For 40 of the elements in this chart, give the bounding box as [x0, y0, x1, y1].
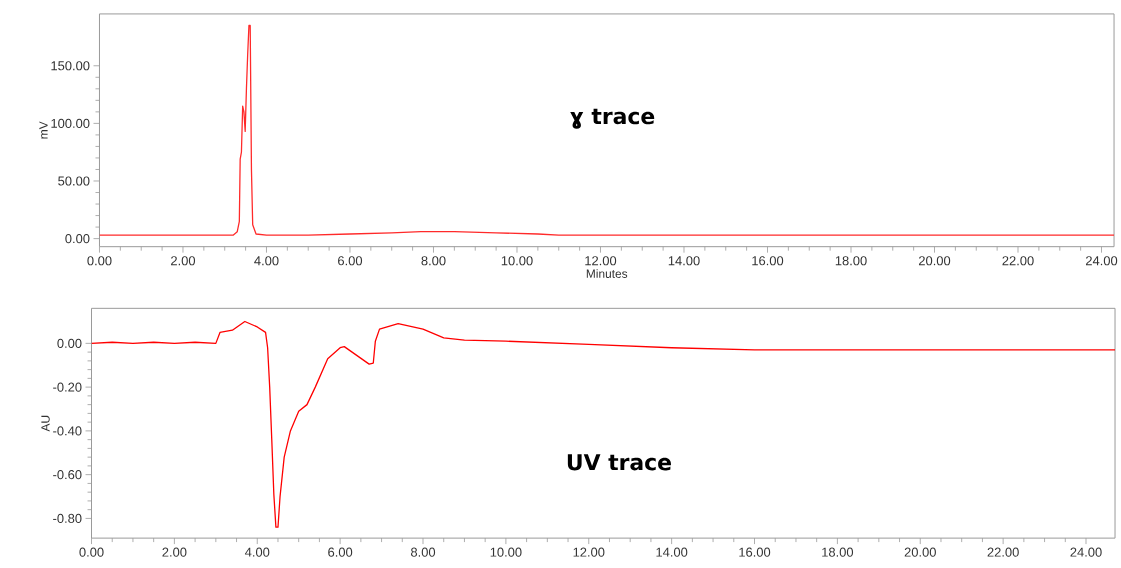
- x-tick-label: 10.00: [501, 256, 533, 266]
- annotation: ɣ trace: [570, 108, 655, 129]
- x-tick-label: 0.00: [79, 547, 104, 557]
- x-tick-label: 18.00: [835, 256, 867, 266]
- x-tick-label: 12.00: [573, 547, 605, 557]
- x-tick-label: 12.00: [585, 256, 617, 266]
- x-tick-label: 14.00: [668, 256, 700, 266]
- y-tick-label: 50.00: [58, 176, 90, 186]
- y-tick-label: -0.80: [53, 513, 82, 524]
- y-tick-label: 0.00: [57, 338, 82, 348]
- y-tick-label: 150.00: [51, 61, 90, 71]
- x-tick-label: 8.00: [421, 256, 446, 266]
- y-tick-label: 0.00: [65, 234, 90, 244]
- y-tick-label: -0.60: [53, 470, 82, 480]
- x-tick-label: 20.00: [904, 547, 936, 557]
- x-tick-label: 16.00: [739, 547, 771, 557]
- x-axis-title: Minutes: [586, 269, 628, 278]
- x-tick-label: 0.00: [87, 256, 112, 266]
- x-tick-label: 16.00: [752, 256, 784, 266]
- x-tick-label: 6.00: [328, 547, 353, 557]
- x-tick-label: 8.00: [410, 547, 436, 557]
- x-tick-label: 22.00: [987, 547, 1019, 557]
- x-tick-label: 24.00: [1085, 256, 1118, 266]
- x-tick-label: 20.00: [918, 256, 951, 266]
- y-tick-label: -0.20: [53, 382, 82, 392]
- x-tick-label: 6.00: [338, 256, 363, 266]
- x-tick-label: 18.00: [822, 547, 854, 557]
- x-tick-label: 10.00: [490, 547, 522, 557]
- y-axis-title: AU: [41, 415, 50, 432]
- x-tick-label: 2.00: [162, 547, 187, 557]
- x-tick-label: 4.00: [244, 547, 270, 557]
- x-tick-label: 14.00: [656, 547, 688, 557]
- x-tick-label: 22.00: [1002, 256, 1034, 266]
- annotation: UV trace: [567, 454, 671, 471]
- x-tick-label: 24.00: [1070, 547, 1102, 557]
- x-tick-label: 4.00: [254, 256, 279, 266]
- x-tick-label: 2.00: [171, 256, 196, 266]
- y-tick-label: -0.40: [53, 426, 82, 436]
- y-axis-title: mV: [39, 121, 48, 139]
- y-tick-label: 100.00: [51, 118, 90, 128]
